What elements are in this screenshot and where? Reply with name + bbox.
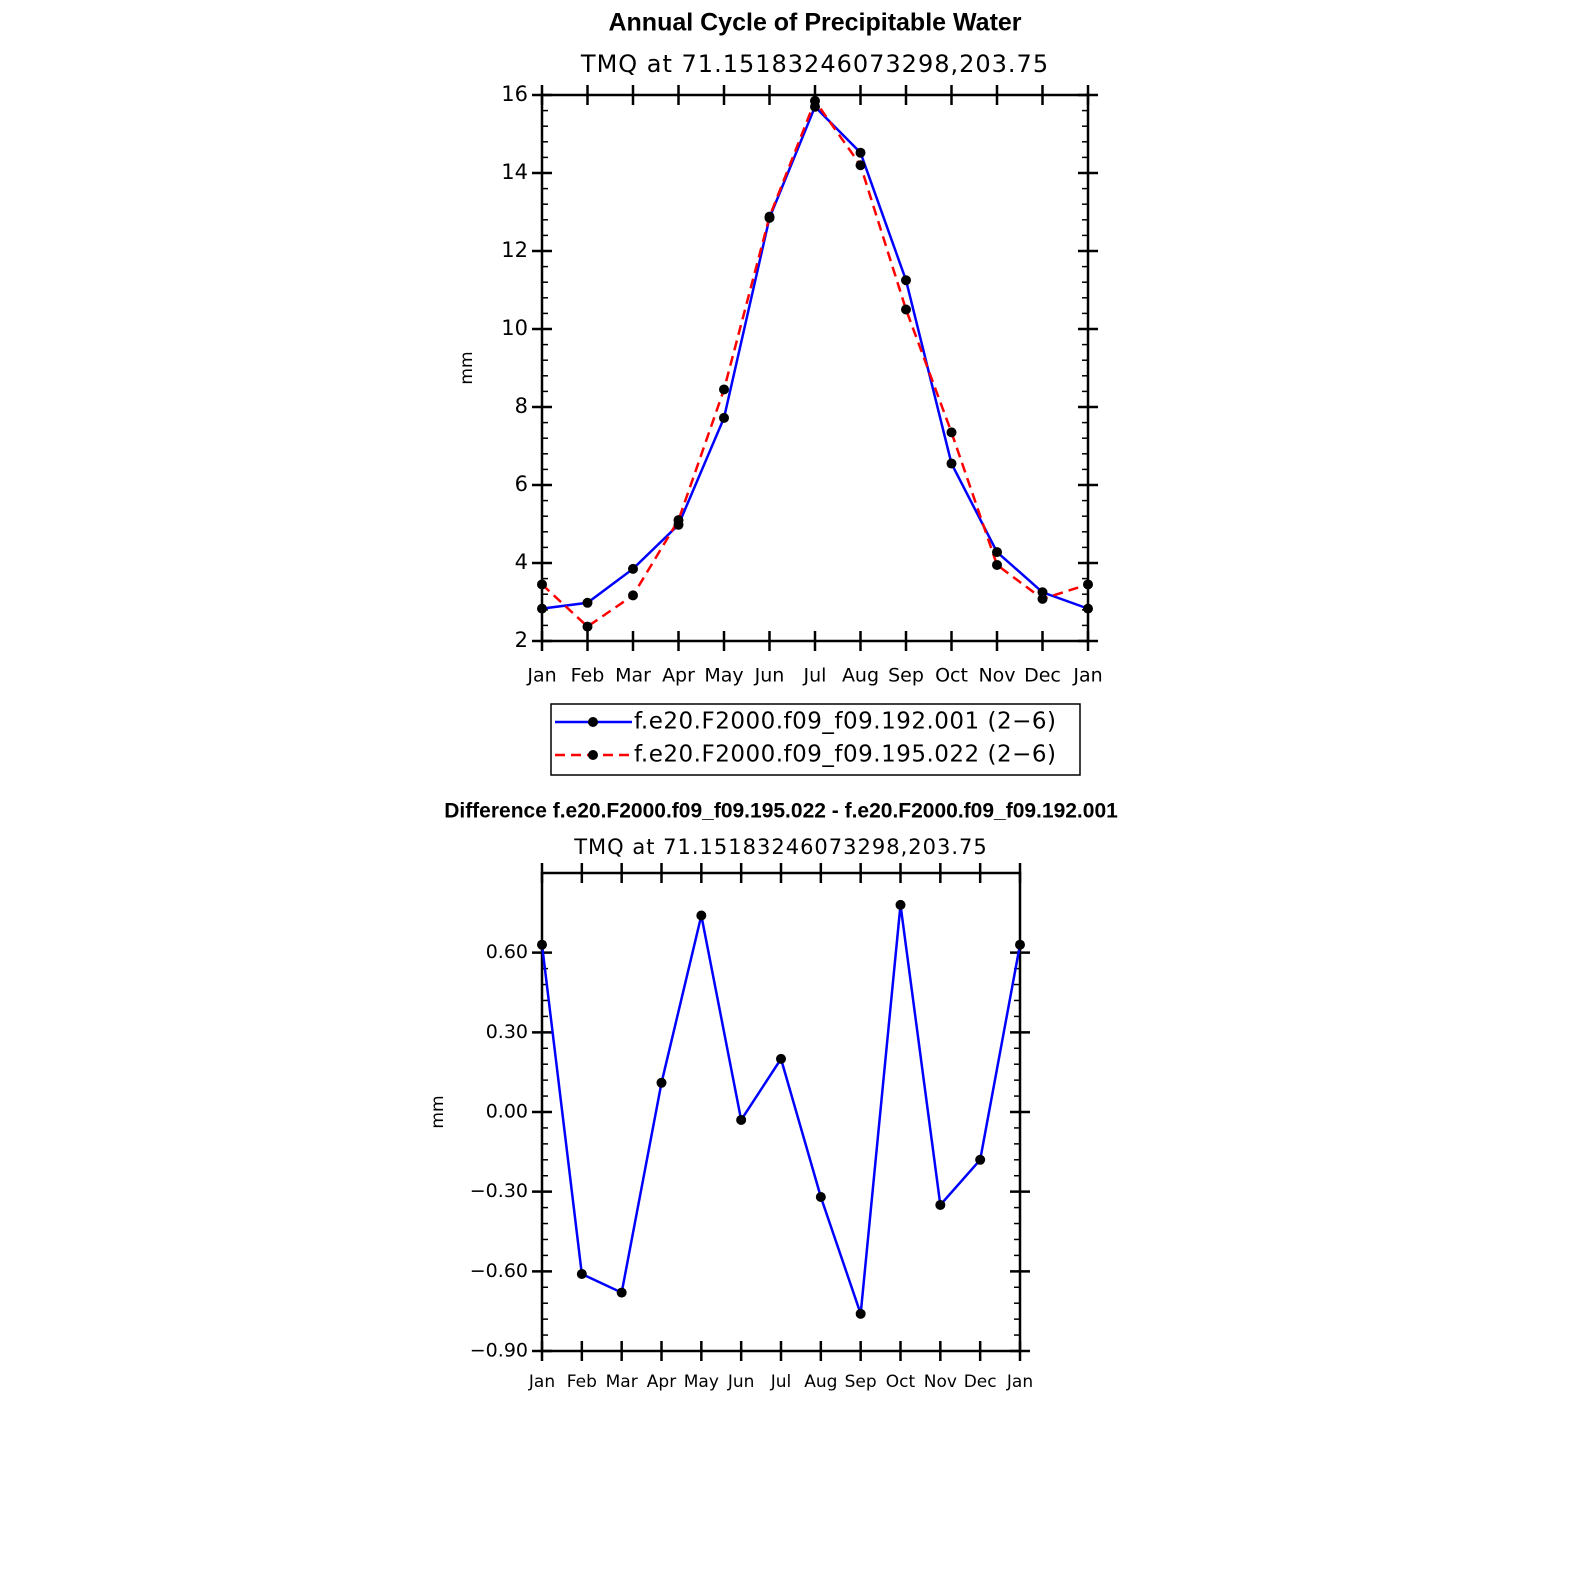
series-line	[540, 904, 1022, 1315]
data-point	[815, 1191, 826, 1202]
x-tick-label: Apr	[647, 1372, 676, 1392]
y-axis-label: mm	[428, 1095, 448, 1128]
y-tick-label: 14	[501, 160, 528, 184]
series-line	[541, 104, 1089, 610]
data-point	[656, 1077, 667, 1088]
y-tick-label: 0.30	[486, 1021, 528, 1043]
data-point	[696, 910, 707, 921]
data-point	[537, 579, 547, 590]
legend-box	[550, 703, 1081, 776]
y-tick-label: 0.00	[486, 1101, 528, 1123]
x-tick-label: Oct	[886, 1372, 916, 1392]
y-tick-label: −0.60	[470, 1260, 528, 1282]
chart-subtitle: TMQ at 71.15183246073298,203.75	[573, 835, 988, 859]
y-tick-label: 16	[501, 82, 528, 106]
y-tick-label: 2	[515, 628, 528, 652]
x-tick-label: Jun	[754, 665, 785, 687]
data-point	[992, 559, 1002, 570]
data-point	[946, 427, 957, 438]
x-tick-label: Jan	[1006, 1372, 1033, 1392]
x-tick-label: Dec	[964, 1372, 997, 1392]
data-point	[1037, 593, 1048, 604]
x-tick-label: May	[704, 665, 743, 687]
plot-frame	[540, 871, 1022, 1353]
data-point	[901, 304, 911, 315]
chart-title: Difference f.e20.F2000.f09_f09.195.022 -…	[444, 800, 1118, 823]
plot-frame	[540, 93, 1090, 643]
data-point	[537, 939, 547, 950]
x-tick-label: Jan	[526, 665, 556, 687]
y-tick-label: 4	[515, 550, 528, 574]
data-point	[673, 515, 684, 526]
series-line	[541, 98, 1089, 629]
x-tick-label: Mar	[615, 665, 651, 687]
legend-marker	[588, 750, 598, 760]
x-tick-label: Oct	[935, 665, 968, 687]
chart-subtitle: TMQ at 71.15183246073298,203.75	[580, 50, 1049, 78]
x-tick-label: Mar	[606, 1372, 638, 1392]
x-tick-label: Jan	[1072, 665, 1102, 687]
x-tick-label: Feb	[571, 665, 605, 687]
x-tick-label: Jun	[727, 1372, 755, 1392]
data-point	[764, 211, 775, 222]
y-tick-label: 8	[515, 394, 528, 418]
data-point	[895, 899, 906, 910]
y-tick-label: 10	[501, 316, 528, 340]
data-point	[736, 1114, 747, 1125]
data-point	[776, 1053, 786, 1064]
x-tick-label: Sep	[888, 665, 924, 687]
y-tick-label: 0.60	[486, 941, 528, 963]
y-tick-label: −0.30	[470, 1180, 528, 1202]
data-point	[719, 384, 729, 395]
data-point	[935, 1199, 946, 1210]
data-point	[855, 160, 866, 171]
y-tick-label: 12	[501, 238, 528, 262]
data-point	[616, 1287, 627, 1298]
data-point	[946, 458, 957, 469]
x-tick-label: Nov	[924, 1372, 957, 1392]
data-point	[576, 1268, 587, 1279]
data-point	[855, 1308, 866, 1319]
y-tick-label: −0.90	[470, 1340, 528, 1362]
chart-title: Annual Cycle of Precipitable Water	[608, 9, 1021, 37]
data-point	[628, 590, 638, 601]
data-point	[1083, 579, 1093, 590]
x-tick-label: Feb	[567, 1372, 597, 1392]
data-point	[582, 621, 593, 632]
x-tick-label: Apr	[662, 665, 695, 687]
data-point	[537, 603, 547, 614]
x-tick-label: Jul	[803, 665, 827, 687]
legend-label: f.e20.F2000.f09_f09.195.022 (2−6)	[634, 742, 1056, 768]
x-tick-label: Sep	[845, 1372, 877, 1392]
data-point	[992, 547, 1002, 558]
data-point	[719, 412, 729, 423]
legend-label: f.e20.F2000.f09_f09.192.001 (2−6)	[634, 709, 1056, 735]
data-point	[855, 147, 866, 158]
legend-marker	[588, 717, 598, 727]
x-tick-label: Jul	[770, 1372, 792, 1392]
data-point	[582, 597, 593, 608]
data-point	[975, 1154, 986, 1165]
x-tick-label: Aug	[842, 665, 879, 687]
x-tick-label: Aug	[804, 1372, 837, 1392]
data-point	[901, 275, 911, 286]
y-tick-label: 6	[515, 472, 528, 496]
x-tick-label: Nov	[978, 665, 1015, 687]
y-axis-label: mm	[457, 351, 477, 384]
data-point	[1015, 939, 1025, 950]
x-tick-label: Jan	[528, 1372, 555, 1392]
data-point	[810, 95, 820, 106]
x-tick-label: May	[684, 1372, 719, 1392]
data-point	[628, 563, 638, 574]
data-point	[1083, 603, 1093, 614]
x-tick-label: Dec	[1024, 665, 1061, 687]
